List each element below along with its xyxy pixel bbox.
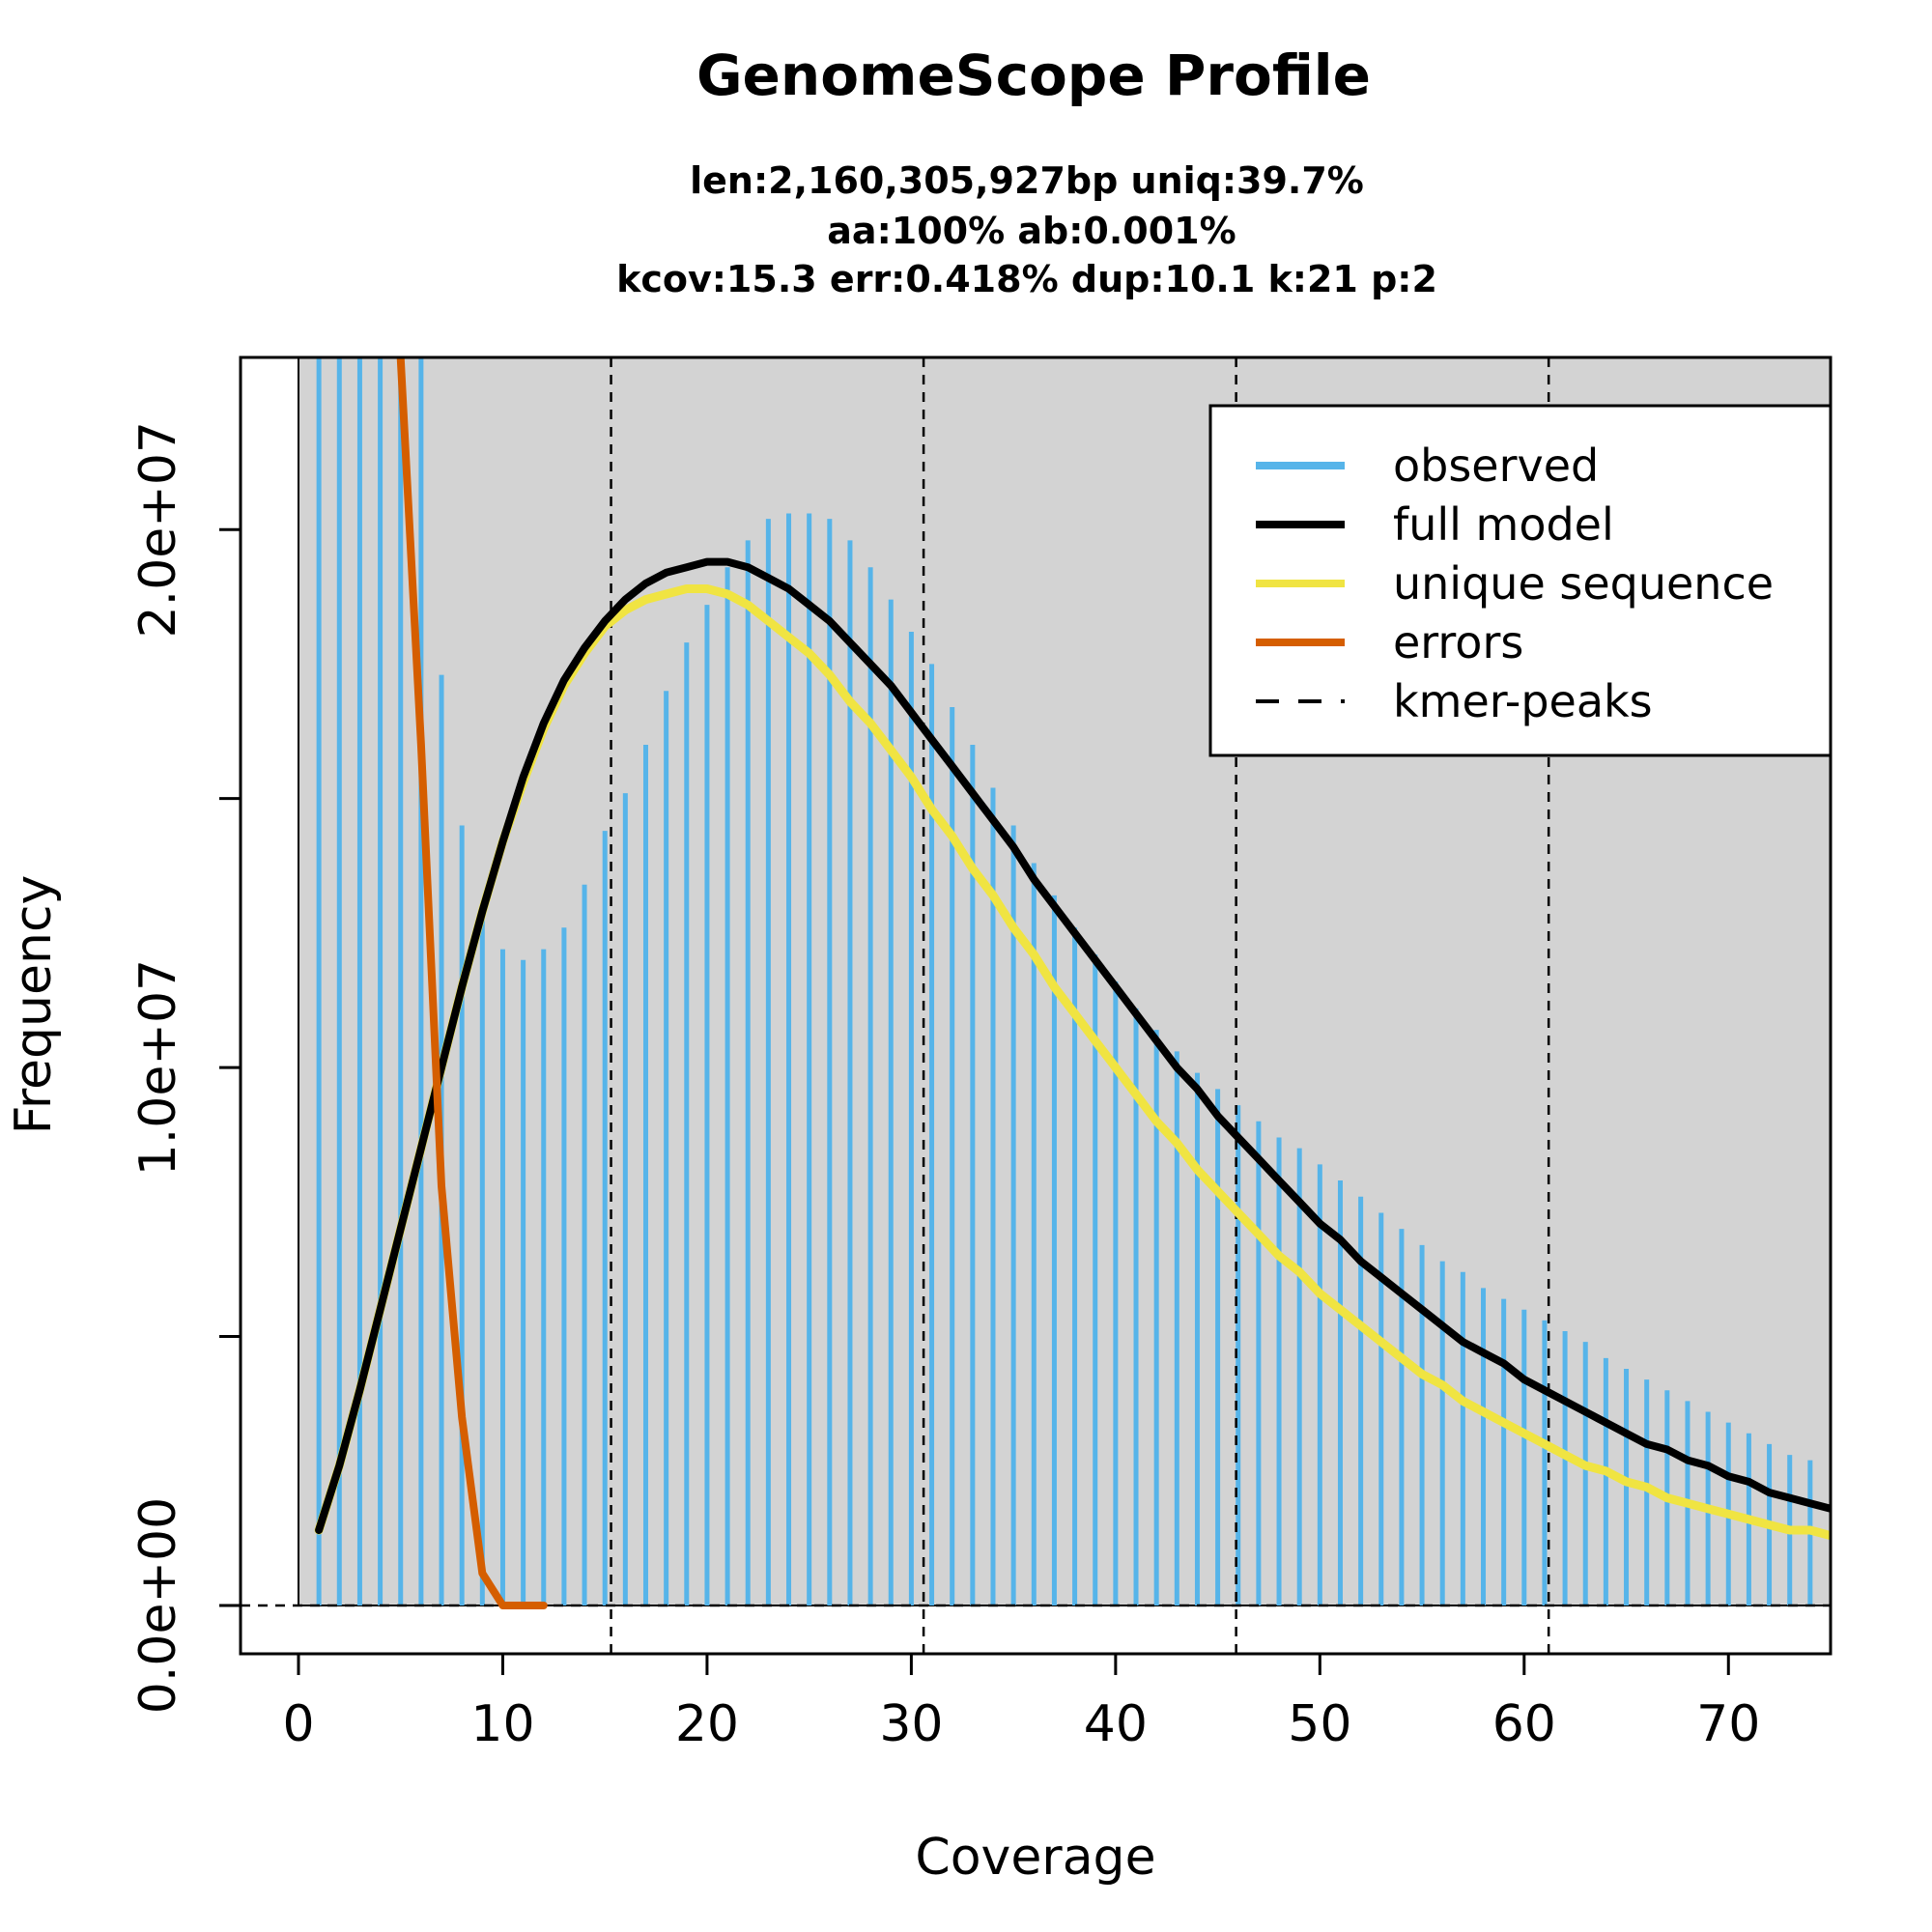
x-tick-label: 40	[1084, 1695, 1148, 1753]
y-tick-label: 1.0e+07	[129, 959, 187, 1176]
legend-label: errors	[1393, 616, 1523, 668]
model-curves	[314, 357, 1831, 1609]
x-tick-label: 50	[1288, 1695, 1351, 1753]
legend: observed full model unique sequence errors k…	[1208, 404, 1833, 757]
chart-title: GenomeScope Profile	[696, 43, 1371, 108]
chart-subtitle-line-1: len:2,160,305,927bp uniq:39.7%	[690, 159, 1364, 202]
y-tick-label: 0.0e+00	[129, 1497, 187, 1714]
observed-bars	[316, 357, 1813, 1605]
legend-label: unique sequence	[1393, 557, 1774, 610]
chart-subtitle-line-3: kcov:15.3 err:0.418% dup:10.1 k:21 p:2	[616, 258, 1437, 300]
y-axis-label: Frequency	[5, 875, 63, 1135]
legend-label: kmer-peaks	[1393, 675, 1653, 727]
full-model-line	[315, 557, 1831, 1534]
y-tick-label: 2.0e+07	[129, 421, 187, 638]
x-tick-label: 70	[1696, 1695, 1760, 1753]
x-tick-label: 30	[879, 1695, 943, 1753]
errors-line	[396, 357, 548, 1609]
x-tick-label: 0	[282, 1695, 314, 1753]
x-tick-label: 20	[675, 1695, 739, 1753]
y-axis: 0.0e+00 1.0e+07 2.0e+07	[129, 421, 242, 1714]
legend-label: observed	[1393, 440, 1599, 492]
x-axis: 0 10 20 30 40 50 60 70	[282, 1652, 1760, 1753]
x-axis-label: Coverage	[915, 1829, 1155, 1887]
x-tick-label: 10	[470, 1695, 534, 1753]
x-tick-label: 60	[1492, 1695, 1556, 1753]
legend-label: full model	[1393, 498, 1614, 551]
chart-subtitle-line-2: aa:100% ab:0.001%	[827, 210, 1236, 252]
